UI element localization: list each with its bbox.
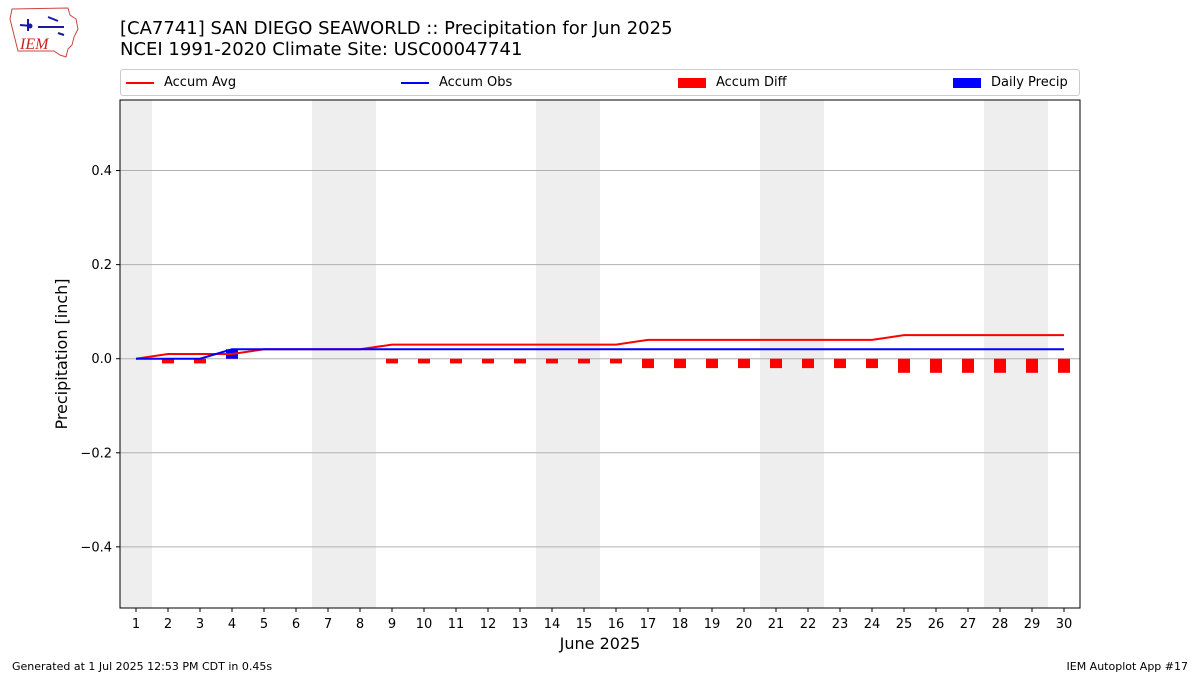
- x-tick-label-7: 7: [324, 617, 332, 632]
- x-tick-label-28: 28: [992, 617, 1009, 632]
- x-tick-label-3: 3: [196, 617, 204, 632]
- x-tick-label-18: 18: [672, 617, 689, 632]
- x-tick-label-13: 13: [512, 617, 529, 632]
- y-gridlines: [120, 170, 1080, 548]
- x-tick-label-10: 10: [416, 617, 433, 632]
- accum-diff-bar-10: [418, 358, 430, 364]
- accum-diff-bar-14: [546, 358, 558, 364]
- title-line-1: [CA7741] SAN DIEGO SEAWORLD :: Precipita…: [120, 18, 673, 39]
- y-axis-ticks: 0.4 0.2 0.0 −0.2 −0.4: [80, 164, 120, 555]
- weekend-band-29: [1016, 100, 1048, 608]
- x-tick-label-11: 11: [448, 617, 465, 632]
- x-tick-label-26: 26: [928, 617, 945, 632]
- accum-diff-bar-12: [482, 358, 494, 364]
- weekend-band-21: [760, 100, 792, 608]
- y-tick-label: −0.2: [80, 446, 112, 461]
- legend-swatch-accum-obs: [401, 81, 429, 84]
- lines: [135, 334, 1064, 360]
- weekend-band-15: [568, 100, 600, 608]
- accum-diff-bar-2: [162, 358, 174, 364]
- weekend-band-8: [344, 100, 376, 608]
- chart-title: [CA7741] SAN DIEGO SEAWORLD :: Precipita…: [120, 18, 673, 60]
- accum-diff-bar-3: [194, 358, 206, 364]
- y-tick-label: −0.4: [80, 540, 112, 555]
- x-tick-label-2: 2: [164, 617, 172, 632]
- x-tick-label-12: 12: [480, 617, 497, 632]
- y-axis-label: Precipitation [inch]: [52, 278, 71, 429]
- x-axis-label: June 2025: [559, 634, 641, 653]
- accum-diff-bar-16: [610, 358, 622, 364]
- accum-diff-bar-18: [674, 358, 686, 369]
- app-label: IEM Autoplot App #17: [1066, 660, 1189, 673]
- accum-diff-bar-11: [450, 358, 462, 364]
- y-tick-label: 0.0: [91, 352, 112, 367]
- accum-diff-bar-29: [1026, 358, 1038, 373]
- x-axis-ticks: 1 2 3 4 5 6 7 8 9 10 11 12 13 14 15 16 17 18 19 20 21 22 23 24 2…: [132, 608, 1072, 632]
- legend-item-accum-avg: Accum Avg: [126, 70, 236, 95]
- y-tick-label: 0.2: [91, 258, 112, 273]
- legend-swatch-accum-avg: [126, 81, 154, 84]
- x-tick-label-14: 14: [544, 617, 561, 632]
- title-line-2: NCEI 1991-2020 Climate Site: USC00047741: [120, 39, 523, 60]
- legend-item-accum-diff: Accum Diff: [678, 70, 787, 95]
- accum-diff-bar-28: [994, 358, 1006, 373]
- x-tick-label-16: 16: [608, 617, 625, 632]
- x-tick-label-1: 1: [132, 617, 140, 632]
- x-tick-label-17: 17: [640, 617, 657, 632]
- x-tick-label-27: 27: [960, 617, 977, 632]
- accum-diff-bar-25: [898, 358, 910, 373]
- accum-diff-bar-27: [962, 358, 974, 373]
- accum-diff-bar-13: [514, 358, 526, 364]
- legend-swatch-accum-diff: [678, 77, 706, 88]
- accum-diff-bar-19: [706, 358, 718, 369]
- x-tick-label-9: 9: [388, 617, 396, 632]
- accum-diff-bar-21: [770, 358, 782, 369]
- x-tick-label-4: 4: [228, 617, 236, 632]
- weekend-band-22: [792, 100, 824, 608]
- legend-label-accum-obs: Accum Obs: [439, 75, 513, 90]
- x-tick-label-5: 5: [260, 617, 268, 632]
- accum-diff-bar-23: [834, 358, 846, 369]
- accum-diff-bar-9: [386, 358, 398, 364]
- generated-timestamp: Generated at 1 Jul 2025 12:53 PM CDT in …: [12, 660, 273, 673]
- x-tick-label-6: 6: [292, 617, 300, 632]
- x-tick-label-19: 19: [704, 617, 721, 632]
- accum-diff-bar-22: [802, 358, 814, 369]
- accum-diff-bar-24: [866, 358, 878, 369]
- weekend-band-28: [984, 100, 1016, 608]
- weekend-band-7: [312, 100, 344, 608]
- x-tick-label-29: 29: [1024, 617, 1041, 632]
- legend-swatch-daily-precip: [953, 77, 981, 88]
- legend-label-daily-precip: Daily Precip: [991, 75, 1068, 90]
- x-tick-label-22: 22: [800, 617, 817, 632]
- x-tick-label-15: 15: [576, 617, 593, 632]
- plot-frame: [119, 99, 1081, 609]
- chart-legend: Accum Avg Accum Obs Accum Diff Daily Pre…: [120, 69, 1080, 96]
- iem-logo: IEM: [9, 7, 79, 58]
- x-tick-label-24: 24: [864, 617, 881, 632]
- accum-obs-line: [136, 348, 1064, 360]
- x-tick-label-30: 30: [1056, 617, 1073, 632]
- legend-label-accum-diff: Accum Diff: [716, 75, 787, 90]
- x-tick-label-20: 20: [736, 617, 753, 632]
- accum-diff-bar-30: [1058, 358, 1070, 373]
- accum-diff-bar-17: [642, 358, 654, 369]
- legend-label-accum-avg: Accum Avg: [164, 75, 237, 90]
- accum-diff-bar-20: [738, 358, 750, 369]
- weekend-band-1: [120, 100, 152, 608]
- weekend-band-14: [536, 100, 568, 608]
- x-tick-label-23: 23: [832, 617, 849, 632]
- legend-item-daily-precip: Daily Precip: [953, 70, 1068, 95]
- weekend-shading: [120, 100, 1048, 608]
- x-tick-label-25: 25: [896, 617, 913, 632]
- y-tick-label: 0.4: [91, 164, 112, 179]
- logo-text: IEM: [19, 36, 50, 53]
- accum-diff-bar-26: [930, 358, 942, 373]
- x-tick-label-8: 8: [356, 617, 364, 632]
- legend-item-accum-obs: Accum Obs: [401, 70, 512, 95]
- x-tick-label-21: 21: [768, 617, 785, 632]
- accum-diff-bar-15: [578, 358, 590, 364]
- bars: [162, 349, 1070, 373]
